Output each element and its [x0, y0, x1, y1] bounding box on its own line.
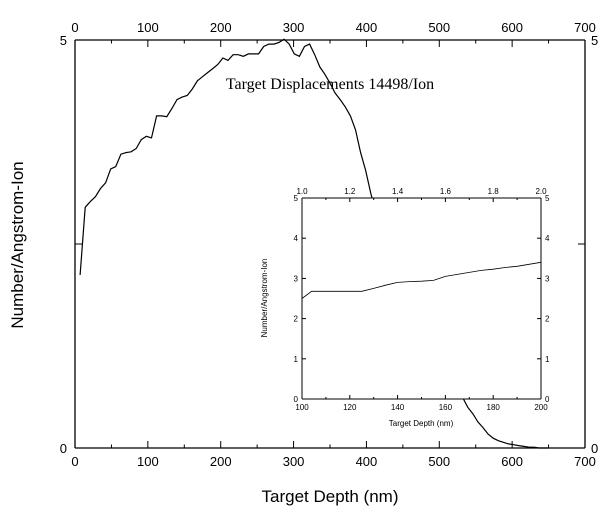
- inset-plot: 100 120 140 160 180 200 1.0 1.2 1.4 1.6 1.8 2.0 0 0 1 1…: [260, 187, 550, 428]
- inset-x-top-tick-label: 1.6: [440, 187, 452, 196]
- inset-background: [302, 198, 541, 399]
- inset-y-tick-label: 4: [294, 234, 299, 243]
- inset-y-right-tick-label: 1: [545, 355, 550, 364]
- main-x-tick-label: 100: [137, 454, 159, 469]
- main-x-top-tick-label: 200: [210, 20, 232, 35]
- inset-x-top-tick-label: 2.0: [535, 187, 547, 196]
- inset-y-right-tick-label: 5: [545, 194, 550, 203]
- inset-y-tick-label: 5: [294, 194, 299, 203]
- inset-x-top-tick-label: 1.4: [392, 187, 404, 196]
- inset-tick-labels: 100 120 140 160 180 200 1.0 1.2 1.4 1.6 1.8 2.0 0 0 1 1…: [294, 187, 550, 412]
- main-x-tick-label: 300: [283, 454, 305, 469]
- inset-y-tick-label: 3: [294, 274, 299, 283]
- inset-y-right-tick-label: 3: [545, 274, 550, 283]
- inset-y-right-tick-label: 0: [545, 395, 550, 404]
- inset-y-tick-label: 2: [294, 315, 299, 324]
- chart-annotation: Target Displacements 14498/Ion: [226, 76, 434, 93]
- main-x-tick-label: 200: [210, 454, 232, 469]
- main-y-tick-label: 5: [60, 33, 67, 48]
- main-axis-ticks: [74, 39, 586, 449]
- main-x-tick-label: 0: [71, 454, 78, 469]
- main-y-axis-title: Number/Angstrom-Ion: [8, 161, 27, 328]
- inset-y-right-tick-label: 4: [545, 234, 550, 243]
- inset-y-tick-label: 1: [294, 355, 299, 364]
- main-x-tick-label: 400: [356, 454, 378, 469]
- main-x-top-tick-label: 400: [356, 20, 378, 35]
- main-x-top-tick-label: 0: [71, 20, 78, 35]
- inset-y-axis-title: Number/Angstrom-Ion: [260, 259, 269, 338]
- main-x-top-tick-label: 600: [501, 20, 523, 35]
- inset-x-tick-label: 160: [439, 403, 453, 412]
- main-y-right-tick-label: 5: [591, 33, 598, 48]
- inset-x-tick-label: 180: [487, 403, 501, 412]
- main-series-line: [79, 38, 549, 449]
- main-x-top-tick-label: 500: [428, 20, 450, 35]
- main-x-tick-label: 700: [574, 454, 596, 469]
- main-y-right-tick-label: 0: [591, 441, 598, 456]
- inset-axis-ticks: [301, 197, 542, 400]
- inset-y-tick-label: 0: [294, 395, 299, 404]
- main-x-top-tick-label: 300: [283, 20, 305, 35]
- inset-x-axis-title: Target Depth (nm): [389, 419, 454, 428]
- inset-x-tick-label: 140: [391, 403, 405, 412]
- inset-x-tick-label: 120: [343, 403, 357, 412]
- inset-x-top-tick-label: 1.8: [488, 187, 500, 196]
- inset-y-right-tick-label: 2: [545, 315, 550, 324]
- inset-series-line: [301, 261, 542, 299]
- main-x-top-tick-label: 100: [137, 20, 159, 35]
- inset-x-top-tick-label: 1.2: [344, 187, 356, 196]
- main-x-top-tick-label: 700: [574, 20, 596, 35]
- main-y-tick-label: 0: [60, 441, 67, 456]
- main-x-tick-label: 600: [501, 454, 523, 469]
- inset-x-top-tick-label: 1.0: [296, 187, 308, 196]
- main-x-tick-label: 500: [428, 454, 450, 469]
- inset-x-tick-label: 100: [295, 403, 309, 412]
- inset-x-tick-label: 200: [534, 403, 548, 412]
- main-x-axis-title: Target Depth (nm): [262, 487, 399, 506]
